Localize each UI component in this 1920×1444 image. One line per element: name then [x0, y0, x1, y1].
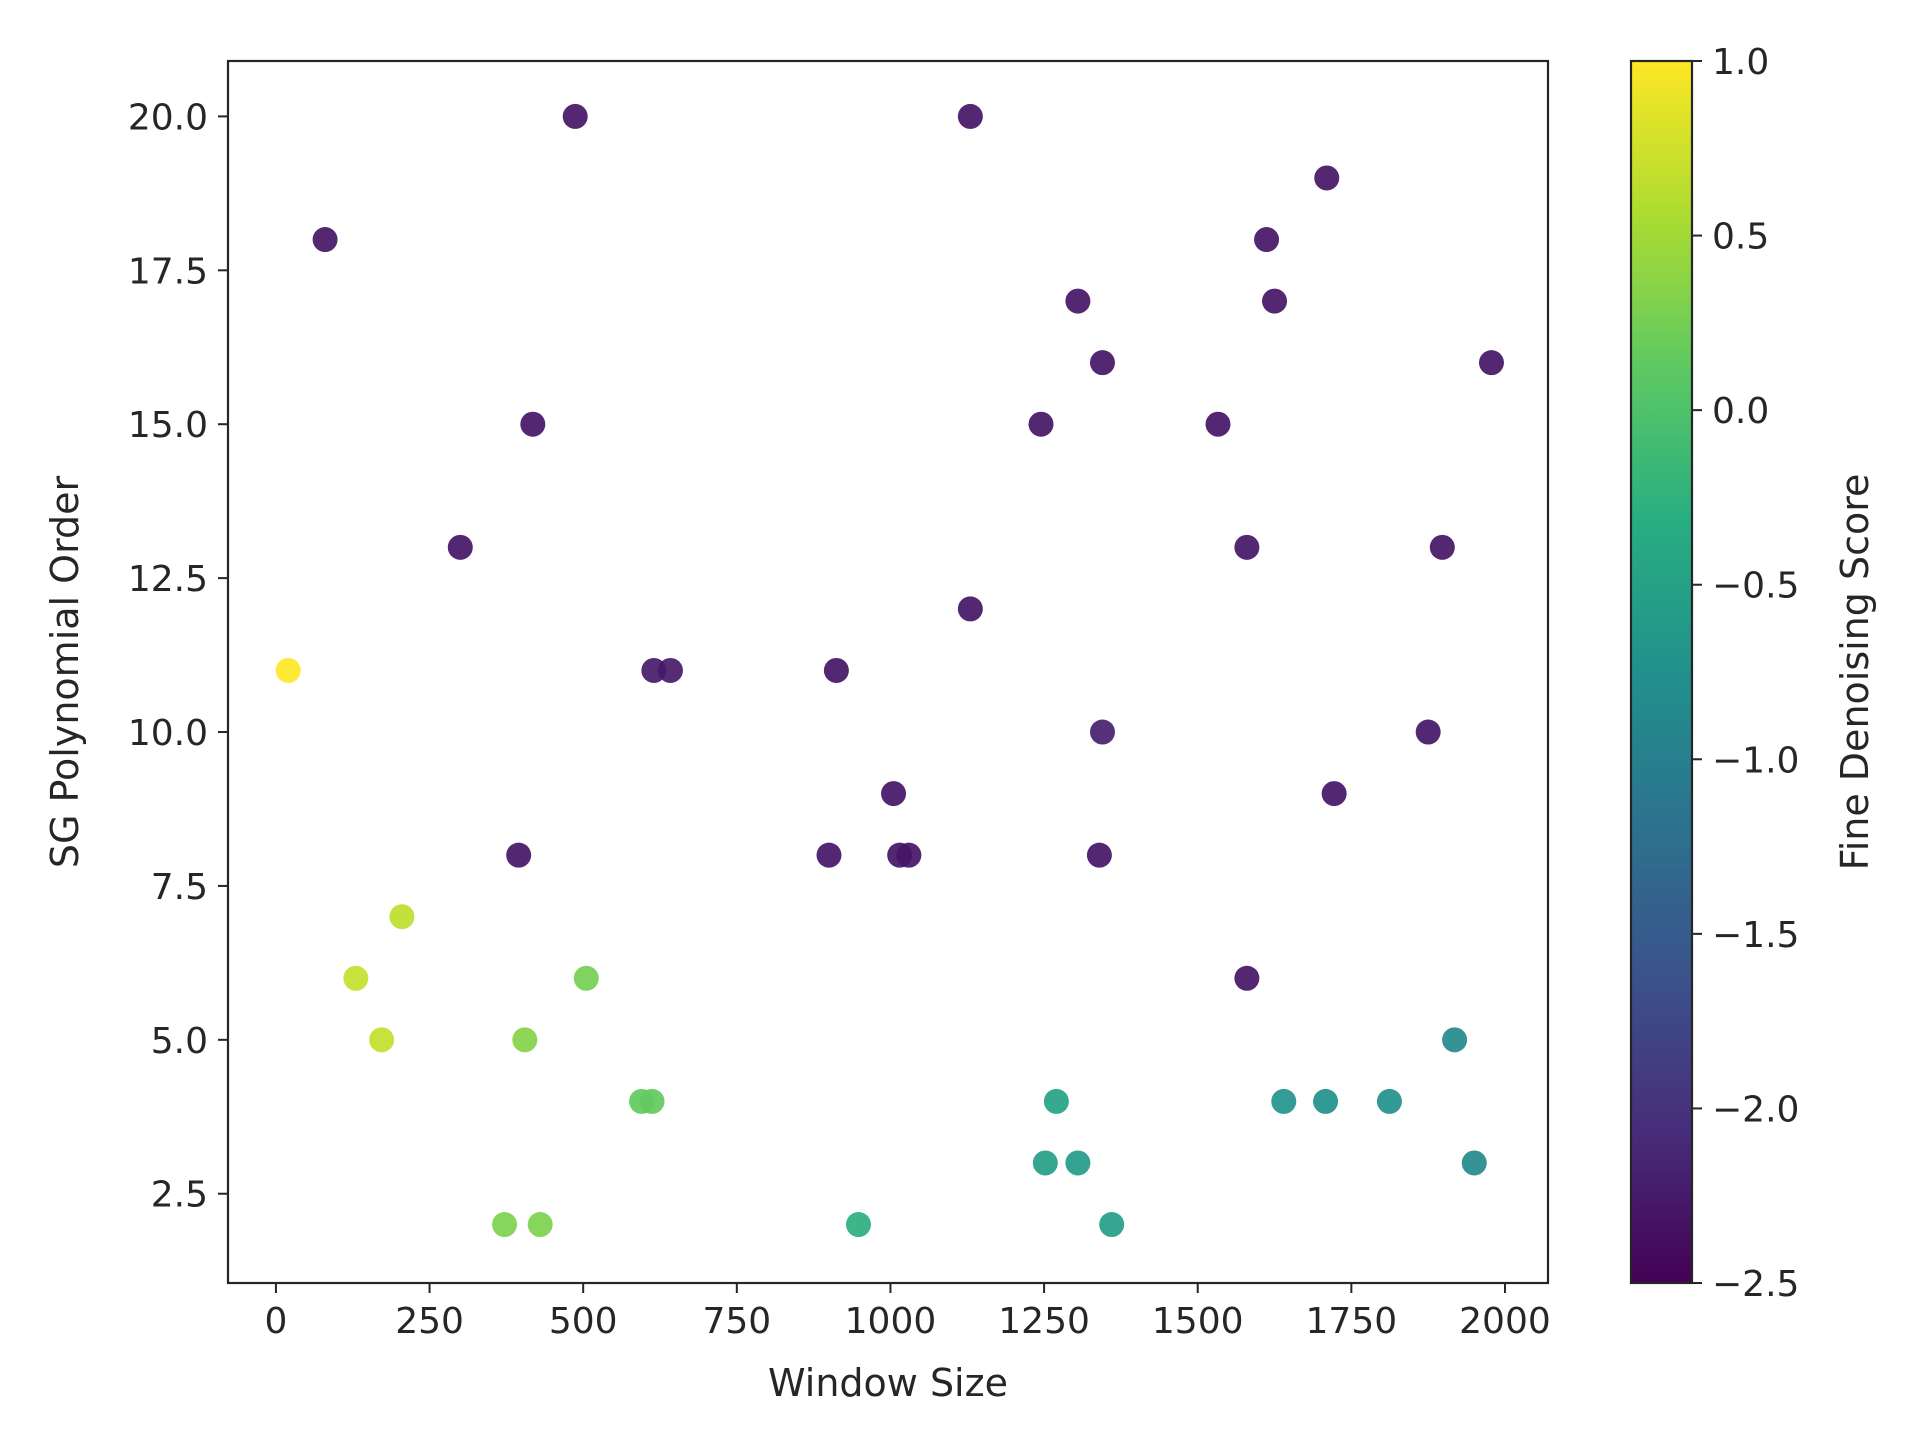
y-tick-label: 17.5: [128, 251, 208, 292]
plot-frame: [226, 59, 1550, 1285]
colorbar-tick-label: 0.5: [1712, 217, 1769, 258]
y-tick-label: 15.0: [128, 405, 208, 446]
data-point: [1086, 842, 1112, 868]
colorbar-tick-label: 0.0: [1712, 391, 1769, 432]
data-point: [562, 103, 588, 129]
data-point: [657, 657, 683, 683]
y-tick-label: 2.5: [151, 1175, 208, 1216]
data-point: [1461, 1150, 1487, 1176]
data-point: [1429, 534, 1455, 560]
data-point: [1271, 1088, 1297, 1114]
colorbar-tick-label: −2.5: [1712, 1264, 1799, 1305]
data-point: [1415, 719, 1441, 745]
x-tick-label: 1250: [998, 1301, 1090, 1342]
data-point: [816, 842, 842, 868]
y-axis: 2.5 5.0 7.5 10.0 12.5 15.0 17.5 20.0: [128, 97, 228, 1216]
data-point: [1442, 1027, 1468, 1053]
data-point: [639, 1088, 665, 1114]
x-tick-label: 1000: [845, 1301, 937, 1342]
data-point: [1262, 288, 1288, 314]
x-tick-label: 500: [549, 1301, 618, 1342]
y-axis-label: SG Polynomial Order: [43, 475, 87, 868]
data-point: [573, 965, 599, 991]
x-tick-label: 2000: [1459, 1301, 1551, 1342]
y-tick-label: 20.0: [128, 97, 208, 138]
data-point: [1032, 1150, 1058, 1176]
colorbar-tick-label: −0.5: [1712, 566, 1799, 607]
data-point: [957, 103, 983, 129]
data-point: [957, 596, 983, 622]
data-point: [1089, 719, 1115, 745]
data-point: [1321, 781, 1347, 807]
data-point: [896, 842, 922, 868]
data-point: [1065, 1150, 1091, 1176]
data-point: [527, 1212, 553, 1238]
colorbar-label: Fine Denoising Score: [1833, 474, 1877, 871]
colorbar-tick-label: −2.0: [1712, 1089, 1799, 1130]
data-point: [1028, 411, 1054, 437]
data-point: [492, 1212, 518, 1238]
y-tick-label: 12.5: [128, 559, 208, 600]
data-point: [447, 534, 473, 560]
data-point: [389, 904, 415, 930]
x-tick-label: 0: [264, 1301, 287, 1342]
colorbar-tick-label: −1.5: [1712, 915, 1799, 956]
x-tick-label: 750: [702, 1301, 771, 1342]
plot-area: [228, 61, 1548, 1283]
data-point: [343, 965, 369, 991]
data-point: [1313, 1088, 1339, 1114]
data-point: [312, 227, 338, 253]
x-tick-label: 1750: [1306, 1301, 1398, 1342]
colorbar: [1629, 59, 1694, 1285]
x-axis-label: Window Size: [768, 1361, 1008, 1405]
data-point: [520, 411, 546, 437]
data-point: [1234, 534, 1260, 560]
data-point: [1089, 350, 1115, 376]
colorbar-tick-label: 1.0: [1712, 42, 1769, 83]
colorbar-axis: 1.0 0.5 0.0 −0.5 −1.0 −1.5 −2.0 −2.5: [1692, 42, 1799, 1305]
data-point: [1376, 1088, 1402, 1114]
colorbar-tick-label: −1.0: [1712, 740, 1799, 781]
data-point: [1254, 227, 1280, 253]
x-tick-label: 250: [395, 1301, 464, 1342]
data-point: [846, 1212, 872, 1238]
y-tick-label: 7.5: [151, 867, 208, 908]
data-point: [1478, 350, 1504, 376]
x-axis: 0 250 500 750 1000 1250 1500 1750 2000: [264, 1283, 1551, 1342]
data-point: [1043, 1088, 1069, 1114]
y-tick-label: 5.0: [151, 1021, 208, 1062]
data-point: [275, 657, 301, 683]
data-point: [1205, 411, 1231, 437]
points-layer: [275, 103, 1504, 1238]
data-point: [506, 842, 532, 868]
data-point: [1314, 165, 1340, 191]
data-point: [823, 657, 849, 683]
data-point: [369, 1027, 395, 1053]
data-point: [1065, 288, 1091, 314]
data-point: [512, 1027, 538, 1053]
data-point: [1234, 965, 1260, 991]
data-point: [881, 781, 907, 807]
data-point: [1099, 1212, 1125, 1238]
x-tick-label: 1500: [1152, 1301, 1244, 1342]
y-tick-label: 10.0: [128, 713, 208, 754]
